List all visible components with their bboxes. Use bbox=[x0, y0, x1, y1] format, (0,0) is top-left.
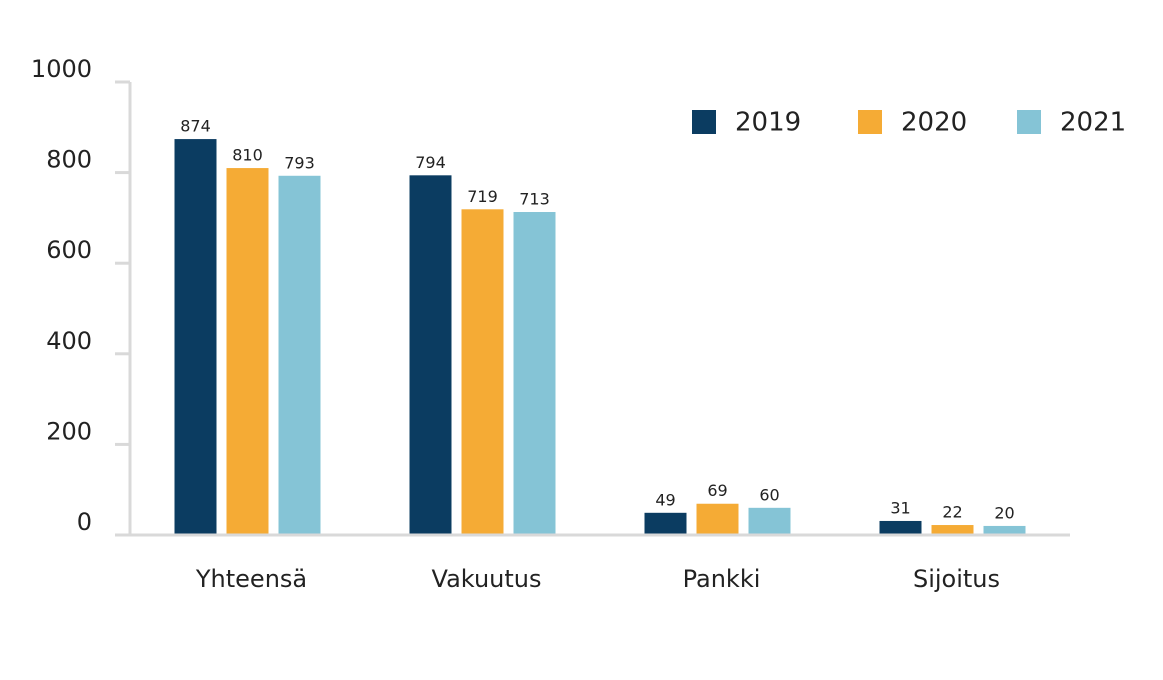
bar bbox=[879, 520, 922, 535]
value-label: 794 bbox=[415, 153, 446, 172]
value-label: 810 bbox=[232, 146, 263, 165]
value-label: 713 bbox=[519, 190, 550, 209]
y-tick-label: 600 bbox=[46, 236, 92, 264]
value-label: 60 bbox=[759, 485, 779, 504]
x-tick-label: Vakuutus bbox=[432, 565, 542, 593]
legend-swatch bbox=[1017, 110, 1041, 134]
bar bbox=[931, 525, 974, 535]
x-tick-label: Yhteensä bbox=[195, 565, 307, 593]
y-tick-label: 800 bbox=[46, 146, 92, 174]
value-label: 49 bbox=[655, 490, 675, 509]
value-label: 874 bbox=[180, 117, 211, 136]
bar bbox=[174, 139, 217, 535]
value-label: 20 bbox=[994, 503, 1014, 522]
legend-label: 2021 bbox=[1060, 108, 1126, 138]
bar bbox=[644, 512, 687, 535]
bar bbox=[226, 168, 269, 535]
value-label: 22 bbox=[942, 503, 962, 522]
value-label: 31 bbox=[890, 498, 910, 517]
y-tick-label: 400 bbox=[46, 327, 92, 355]
bar bbox=[748, 507, 791, 535]
bar bbox=[461, 209, 504, 535]
bar bbox=[696, 503, 739, 535]
value-label: 69 bbox=[707, 481, 727, 500]
legend-swatch bbox=[692, 110, 716, 134]
bar bbox=[278, 175, 321, 535]
x-tick-label: Pankki bbox=[683, 565, 761, 593]
legend-label: 2019 bbox=[735, 108, 801, 138]
x-tick-label: Sijoitus bbox=[913, 565, 1000, 593]
y-tick-label: 1000 bbox=[31, 55, 92, 83]
legend-swatch bbox=[858, 110, 882, 134]
y-tick-label: 200 bbox=[46, 417, 92, 445]
bar bbox=[513, 212, 556, 536]
bar bbox=[983, 525, 1026, 535]
value-label: 719 bbox=[467, 187, 498, 206]
value-label: 793 bbox=[284, 153, 315, 172]
y-tick-label: 0 bbox=[77, 508, 92, 536]
bar bbox=[409, 175, 452, 535]
legend-label: 2020 bbox=[901, 108, 967, 138]
